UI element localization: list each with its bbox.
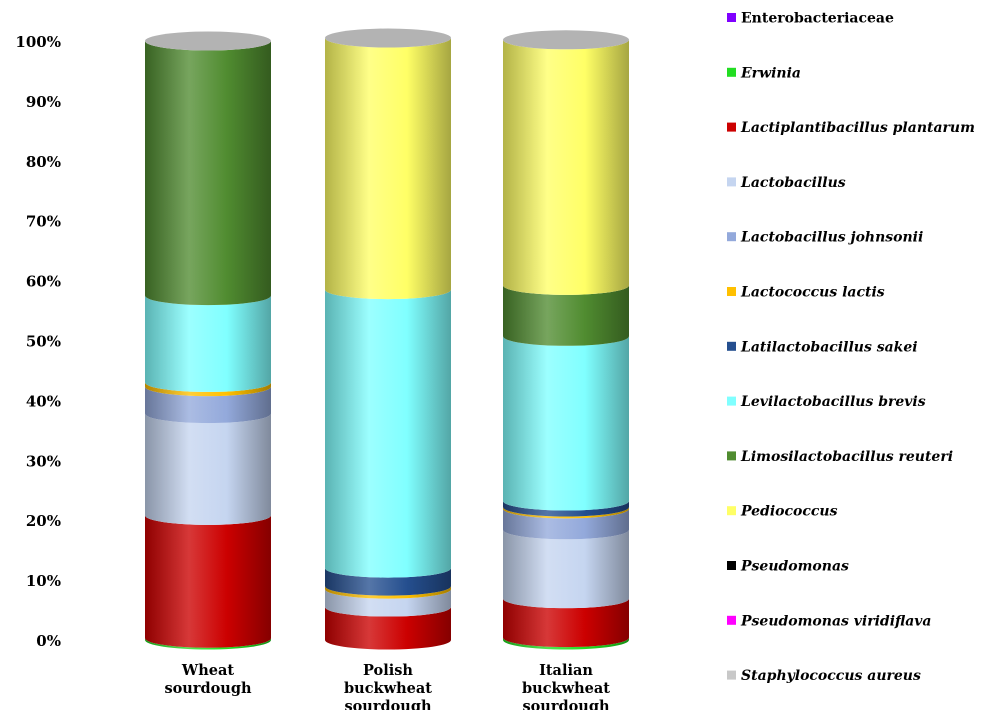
- bar-segment: [503, 529, 629, 609]
- legend-label: Enterobacteriaceae: [741, 11, 894, 27]
- legend-label: Pseudomonas viridiflava: [740, 613, 932, 629]
- category-label: Polish buckwheat sourdough: [344, 662, 432, 710]
- bar-segment: [503, 39, 629, 295]
- bar-segment: [503, 285, 629, 346]
- y-tick-label: 70%: [26, 213, 61, 231]
- legend-label: Latilactobacillus sakei: [740, 339, 918, 355]
- legend-swatch: [727, 13, 736, 22]
- y-axis: 0% 10% 20% 30% 40% 50% 60% 70% 80% 90% 100%: [15, 33, 61, 650]
- bar-top-cap: [325, 28, 451, 48]
- legend-label: Pseudomonas: [740, 559, 849, 575]
- y-tick-label: 10%: [26, 572, 61, 590]
- legend-item: Pediococcus: [727, 504, 838, 520]
- legend: Enterobacteriaceae Erwinia Lactiplantibaci…: [727, 11, 975, 684]
- legend-item: Latilactobacillus sakei: [727, 339, 918, 355]
- bar-2: [325, 28, 451, 650]
- legend-item: Lactobacillus: [727, 175, 846, 191]
- bar-segment: [145, 638, 271, 650]
- legend-label: Staphylococcus aureus: [741, 668, 921, 684]
- category-label: Italian buckwheat sourdough: [522, 662, 610, 710]
- legend-swatch: [727, 341, 736, 351]
- y-tick-label: 30%: [26, 452, 61, 470]
- legend-label: Limosilactobacillus reuteri: [740, 449, 953, 465]
- bar-1: [145, 31, 271, 650]
- legend-swatch: [727, 670, 736, 680]
- bar-segment: [503, 508, 629, 540]
- legend-item: Levilactobacillus brevis: [727, 394, 926, 410]
- legend-swatch: [727, 561, 736, 570]
- bar-segment: [325, 589, 451, 617]
- bars: [145, 28, 629, 650]
- bar-segment: [325, 568, 451, 596]
- bar-segment: [145, 382, 271, 397]
- bar-segment: [503, 598, 629, 648]
- y-tick-label: 40%: [26, 392, 61, 410]
- legend-label: Erwinia: [740, 65, 801, 81]
- bar-segment: [503, 507, 629, 519]
- legend-label: Levilactobacillus brevis: [740, 394, 926, 410]
- y-tick-label: 60%: [26, 273, 61, 291]
- legend-item: Lactobacillus johnsonii: [727, 230, 923, 246]
- legend-label: Lactiplantibacillus plantarum: [740, 120, 975, 136]
- legend-label: Pediococcus: [740, 504, 838, 520]
- legend-item: Erwinia: [727, 65, 801, 81]
- legend-item: Lactococcus lactis: [727, 285, 885, 301]
- bar-top-cap: [145, 31, 271, 51]
- legend-swatch: [727, 122, 736, 132]
- bar-segment: [503, 501, 629, 517]
- bar-segment: [145, 515, 271, 648]
- y-tick-label: 90%: [26, 93, 61, 111]
- bar-segment: [145, 413, 271, 525]
- bar-segment: [325, 38, 451, 300]
- legend-item: Pseudomonas viridiflava: [727, 613, 932, 629]
- bar-segment: [145, 41, 271, 306]
- y-tick-label: 100%: [15, 33, 61, 51]
- bar-segment: [145, 386, 271, 424]
- bar-segment: [503, 336, 629, 511]
- legend-swatch: [727, 451, 736, 461]
- legend-label: Lactococcus lactis: [740, 285, 885, 301]
- x-axis: Wheat sourdough Polish buckwheat sourdough It…: [164, 662, 610, 710]
- y-tick-label: 20%: [26, 512, 61, 530]
- bar-segment: [325, 607, 451, 650]
- legend-label: Lactobacillus: [740, 175, 846, 191]
- legend-item: Pseudomonas: [727, 559, 849, 575]
- category-label: Wheat sourdough: [164, 662, 252, 697]
- legend-item: Lactiplantibacillus plantarum: [727, 120, 975, 136]
- legend-swatch: [727, 287, 736, 296]
- y-tick-label: 0%: [36, 632, 61, 650]
- legend-item: Limosilactobacillus reuteri: [727, 449, 953, 465]
- y-tick-label: 50%: [26, 333, 61, 351]
- bar-top-cap: [503, 30, 629, 50]
- bar-3: [503, 30, 629, 650]
- legend-swatch: [727, 177, 736, 187]
- legend-label: Lactobacillus johnsonii: [740, 230, 923, 246]
- legend-swatch: [727, 615, 736, 625]
- y-tick-label: 80%: [26, 153, 61, 171]
- legend-item: Staphylococcus aureus: [727, 668, 921, 684]
- legend-swatch: [727, 232, 736, 242]
- bar-segment: [503, 637, 629, 650]
- bar-segment: [145, 295, 271, 392]
- bar-segment: [325, 289, 451, 578]
- bar-segment: [325, 586, 451, 599]
- legend-swatch: [727, 396, 736, 406]
- legend-item: Enterobacteriaceae: [727, 11, 894, 27]
- legend-swatch: [727, 506, 736, 516]
- legend-swatch: [727, 67, 736, 77]
